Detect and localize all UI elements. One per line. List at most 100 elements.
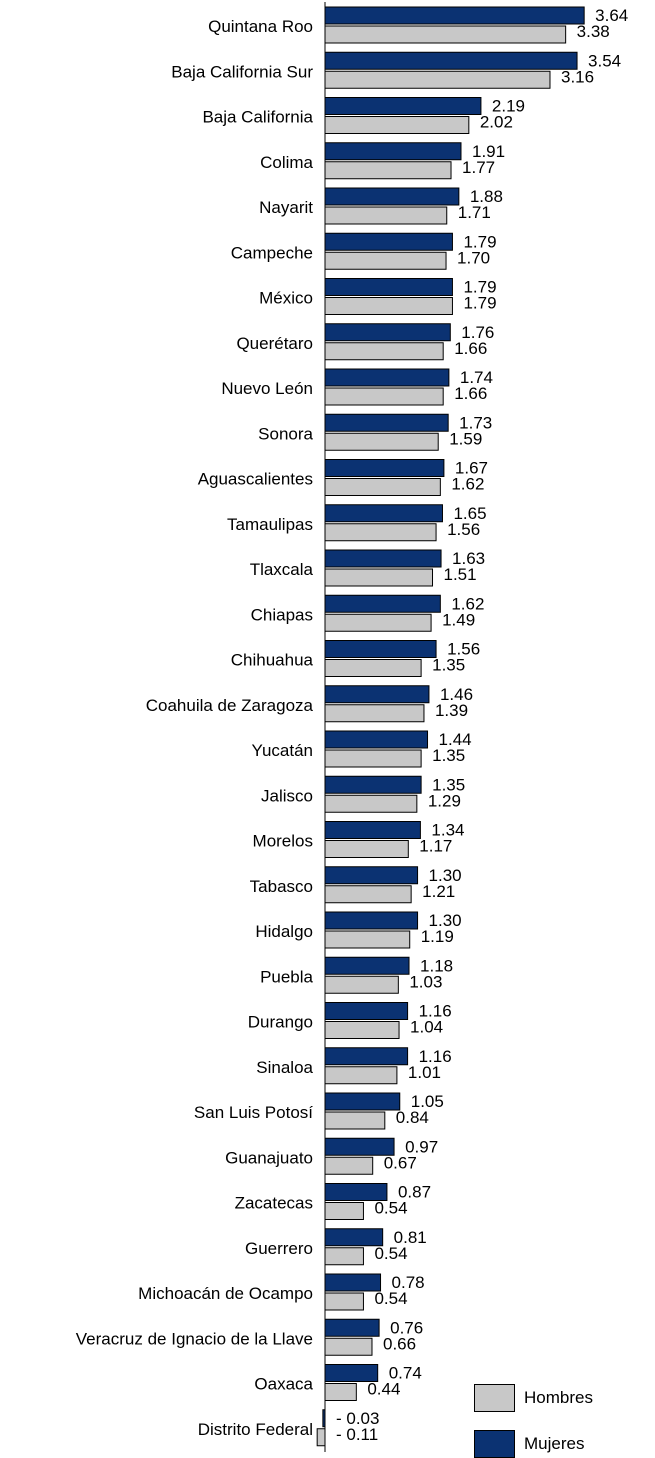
bar-mujeres-sinaloa <box>324 1047 409 1066</box>
bar-hombres-san-luis-potosi <box>324 1111 386 1130</box>
bar-hombres-zacatecas <box>324 1202 364 1220</box>
bar-mujeres-tabasco <box>324 866 419 885</box>
bar-mujeres-aguascalientes <box>324 459 445 477</box>
category-label-queretaro: Querétaro <box>236 334 313 353</box>
data-label-hombres-sinaloa: 1.01 <box>408 1063 441 1082</box>
bar-mujeres-colima <box>324 142 462 161</box>
data-label-mujeres-guerrero: 0.81 <box>394 1228 427 1247</box>
data-label-mujeres-baja-california: 2.19 <box>492 97 525 116</box>
category-label-campeche: Campeche <box>231 243 313 262</box>
data-label-hombres-zacatecas: 0.54 <box>374 1199 407 1218</box>
category-label-coahuila-de-zaragoza: Coahuila de Zaragoza <box>146 696 314 715</box>
category-label-oaxaca: Oaxaca <box>254 1375 313 1394</box>
data-label-mujeres-quintana-roo: 3.64 <box>595 6 628 25</box>
data-label-mujeres-baja-california-sur: 3.54 <box>588 51 621 70</box>
data-label-hombres-guerrero: 0.54 <box>374 1244 407 1263</box>
data-label-mujeres-oaxaca: 0.74 <box>389 1364 422 1383</box>
data-label-mujeres-tamaulipas: 1.65 <box>453 504 486 523</box>
bar-hombres-tamaulipas <box>324 523 437 542</box>
bar-mujeres-mexico <box>324 278 453 296</box>
bar-hombres-michoacan-de-ocampo <box>324 1292 364 1311</box>
legend-item-mujeres: Mujeres <box>474 1430 584 1458</box>
data-label-hombres-chiapas: 1.49 <box>442 610 475 629</box>
category-label-colima: Colima <box>260 153 313 172</box>
bar-hombres-baja-california <box>324 116 470 134</box>
bar-mujeres-sonora <box>324 413 449 432</box>
category-label-baja-california-sur: Baja California Sur <box>171 62 313 81</box>
bar-hombres-nayarit <box>324 206 448 225</box>
data-label-mujeres-mexico: 1.79 <box>463 278 496 297</box>
bar-hombres-colima <box>324 161 452 180</box>
data-label-hombres-sonora: 1.59 <box>449 429 482 448</box>
category-label-michoacan-de-ocampo: Michoacán de Ocampo <box>138 1284 313 1303</box>
data-label-mujeres-zacatecas: 0.87 <box>398 1183 431 1202</box>
category-label-hidalgo: Hidalgo <box>255 922 313 941</box>
data-label-hombres-baja-california-sur: 3.16 <box>561 67 594 86</box>
category-label-tamaulipas: Tamaulipas <box>227 515 313 534</box>
bar-mujeres-morelos <box>324 821 421 839</box>
data-label-hombres-mexico: 1.79 <box>463 294 496 313</box>
bar-hombres-tlaxcala <box>324 568 434 587</box>
bar-hombres-chihuahua <box>324 659 422 677</box>
category-label-morelos: Morelos <box>253 832 313 851</box>
data-label-mujeres-chiapas: 1.62 <box>451 594 484 613</box>
category-label-guanajuato: Guanajuato <box>225 1148 313 1167</box>
category-label-nuevo-leon: Nuevo León <box>221 379 313 398</box>
legend-swatch-mujeres <box>474 1430 515 1458</box>
legend-swatch-hombres <box>474 1384 515 1412</box>
bar-mujeres-queretaro <box>324 323 451 342</box>
bar-hombres-distrito-federal <box>316 1428 326 1447</box>
data-label-hombres-campeche: 1.70 <box>457 248 490 267</box>
data-label-mujeres-queretaro: 1.76 <box>461 323 494 342</box>
data-label-hombres-oaxaca: 0.44 <box>367 1380 400 1399</box>
data-label-hombres-yucatan: 1.35 <box>432 746 465 765</box>
category-label-yucatan: Yucatán <box>252 741 313 760</box>
bar-mujeres-baja-california <box>324 97 482 115</box>
data-label-mujeres-veracruz-de-ignacio-de-la-llave: 0.76 <box>390 1318 423 1337</box>
bar-mujeres-san-luis-potosi <box>324 1092 401 1111</box>
category-label-durango: Durango <box>248 1013 313 1032</box>
bar-hombres-baja-california-sur <box>324 70 551 89</box>
data-label-mujeres-campeche: 1.79 <box>463 232 496 251</box>
bar-hombres-durango <box>324 1021 400 1039</box>
data-label-mujeres-san-luis-potosi: 1.05 <box>411 1092 444 1111</box>
bar-mujeres-veracruz-de-ignacio-de-la-llave <box>324 1318 380 1337</box>
data-label-mujeres-tlaxcala: 1.63 <box>452 549 485 568</box>
legend-label-hombres: Hombres <box>524 1388 593 1407</box>
data-label-hombres-nuevo-leon: 1.66 <box>454 384 487 403</box>
bar-mujeres-jalisco <box>324 775 422 794</box>
category-label-chihuahua: Chihuahua <box>231 651 314 670</box>
data-label-hombres-puebla: 1.03 <box>409 972 442 991</box>
category-label-sinaloa: Sinaloa <box>256 1058 313 1077</box>
data-label-hombres-queretaro: 1.66 <box>454 339 487 358</box>
bar-hombres-campeche <box>324 251 447 270</box>
bar-hombres-hidalgo <box>324 930 411 949</box>
bar-mujeres-michoacan-de-ocampo <box>324 1273 382 1292</box>
category-label-tlaxcala: Tlaxcala <box>250 560 314 579</box>
data-label-mujeres-jalisco: 1.35 <box>432 775 465 794</box>
data-label-hombres-hidalgo: 1.19 <box>421 927 454 946</box>
data-label-mujeres-distrito-federal: - 0.03 <box>336 1409 379 1428</box>
data-label-mujeres-nayarit: 1.88 <box>470 187 503 206</box>
category-label-zacatecas: Zacatecas <box>235 1194 313 1213</box>
category-label-quintana-roo: Quintana Roo <box>208 17 313 36</box>
data-label-mujeres-morelos: 1.34 <box>431 821 464 840</box>
data-label-hombres-coahuila-de-zaragoza: 1.39 <box>435 701 468 720</box>
data-label-mujeres-guanajuato: 0.97 <box>405 1137 438 1156</box>
data-label-hombres-colima: 1.77 <box>462 158 495 177</box>
bar-hombres-chiapas <box>324 613 432 632</box>
bar-mujeres-puebla <box>324 956 410 975</box>
bar-mujeres-durango <box>324 1002 409 1020</box>
bar-hombres-aguascalientes <box>324 478 441 496</box>
data-label-hombres-tlaxcala: 1.51 <box>444 565 477 584</box>
data-label-mujeres-sinaloa: 1.16 <box>419 1047 452 1066</box>
data-label-mujeres-coahuila-de-zaragoza: 1.46 <box>440 685 473 704</box>
bar-mujeres-nuevo-leon <box>324 368 450 387</box>
bar-mujeres-chiapas <box>324 594 441 613</box>
bar-mujeres-quintana-roo <box>324 6 585 25</box>
data-label-mujeres-tabasco: 1.30 <box>429 866 462 885</box>
data-label-mujeres-chihuahua: 1.56 <box>447 640 480 659</box>
data-label-mujeres-michoacan-de-ocampo: 0.78 <box>392 1273 425 1292</box>
data-label-hombres-distrito-federal: - 0.11 <box>336 1425 378 1444</box>
